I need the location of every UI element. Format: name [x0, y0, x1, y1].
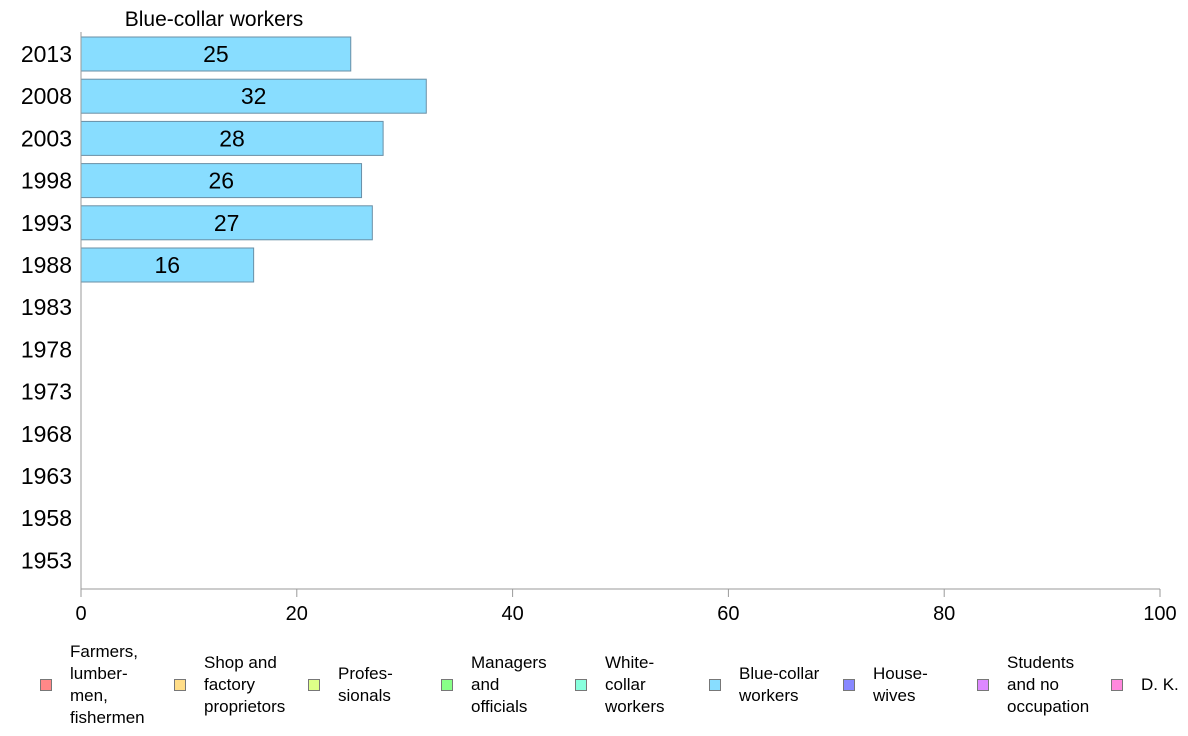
legend-swatch: [174, 679, 186, 691]
legend-swatch: [575, 679, 587, 691]
legend-swatch: [308, 679, 320, 691]
legend-item: Managers and officials: [441, 640, 547, 730]
legend-item: House- wives: [843, 640, 928, 730]
bar: [80, 120, 384, 156]
x-tick-label: 80: [933, 603, 955, 625]
y-tick-label: 1988: [21, 252, 72, 278]
legend-item: Students and no occupation: [977, 640, 1089, 730]
legend-swatch: [40, 679, 52, 691]
legend-label: Profes- sionals: [338, 664, 393, 705]
legend-label: White- collar workers: [605, 653, 665, 716]
legend-swatch: [709, 679, 721, 691]
y-tick-label: 1978: [21, 336, 72, 362]
y-axis-labels: 2013 2008 2003 1998 1993 1988 1983 1978 1973 1968…: [21, 41, 72, 573]
y-tick-label: 1973: [21, 379, 72, 405]
y-tick-label: 1958: [21, 505, 72, 531]
y-tick-label: 1963: [21, 463, 72, 489]
legend-label: Blue-collar workers: [739, 664, 820, 705]
y-tick-label: 2008: [21, 83, 72, 109]
legend-label: Shop and factory proprietors: [204, 653, 286, 716]
x-axis: 0 20 40 60 80 100: [75, 32, 1177, 625]
bars-group: 25 32 28 26 27 16: [80, 36, 427, 283]
y-tick-label: 2003: [21, 125, 72, 151]
bar-value-label: 32: [241, 83, 267, 109]
bar-value-label: 16: [155, 252, 181, 278]
legend-label: D. K.: [1141, 675, 1179, 694]
chart-title: Blue-collar workers: [125, 8, 304, 31]
legend-swatch: [1111, 679, 1123, 691]
legend-item: Blue-collar workers: [709, 640, 819, 730]
y-tick-label: 1983: [21, 294, 72, 320]
x-tick-label: 100: [1143, 603, 1176, 625]
legend-item: White- collar workers: [575, 640, 665, 730]
bar-value-label: 25: [203, 41, 229, 67]
y-tick-label: 1953: [21, 547, 72, 573]
x-tick-label: 60: [717, 603, 739, 625]
y-tick-label: 2013: [21, 41, 72, 67]
bar: [80, 78, 427, 114]
legend-label: House- wives: [873, 664, 928, 705]
y-tick-label: 1998: [21, 168, 72, 194]
legend-item: D. K.: [1111, 640, 1179, 730]
bar-value-label: 26: [208, 168, 234, 194]
legend-swatch: [977, 679, 989, 691]
bar: [80, 36, 352, 72]
bar-value-label: 28: [219, 125, 245, 151]
y-tick-label: 1993: [21, 210, 72, 236]
legend-label: Managers and officials: [471, 653, 547, 716]
x-tick-label: 20: [286, 603, 308, 625]
legend-swatch: [843, 679, 855, 691]
legend-item: Profes- sionals: [308, 640, 393, 730]
legend: Farmers, lumber- men, fishermen Shop and …: [0, 640, 1188, 730]
legend-item: Farmers, lumber- men, fishermen: [40, 640, 145, 730]
legend-item: Shop and factory proprietors: [174, 640, 285, 730]
legend-label: Students and no occupation: [1007, 653, 1090, 716]
legend-label: Farmers, lumber- men, fishermen: [70, 642, 145, 727]
bar: [80, 205, 373, 241]
bar-value-label: 27: [214, 210, 240, 236]
bar: [80, 163, 363, 199]
legend-swatch: [441, 679, 453, 691]
x-tick-label: 40: [501, 603, 523, 625]
x-tick-label: 0: [75, 603, 86, 625]
y-tick-label: 1968: [21, 421, 72, 447]
